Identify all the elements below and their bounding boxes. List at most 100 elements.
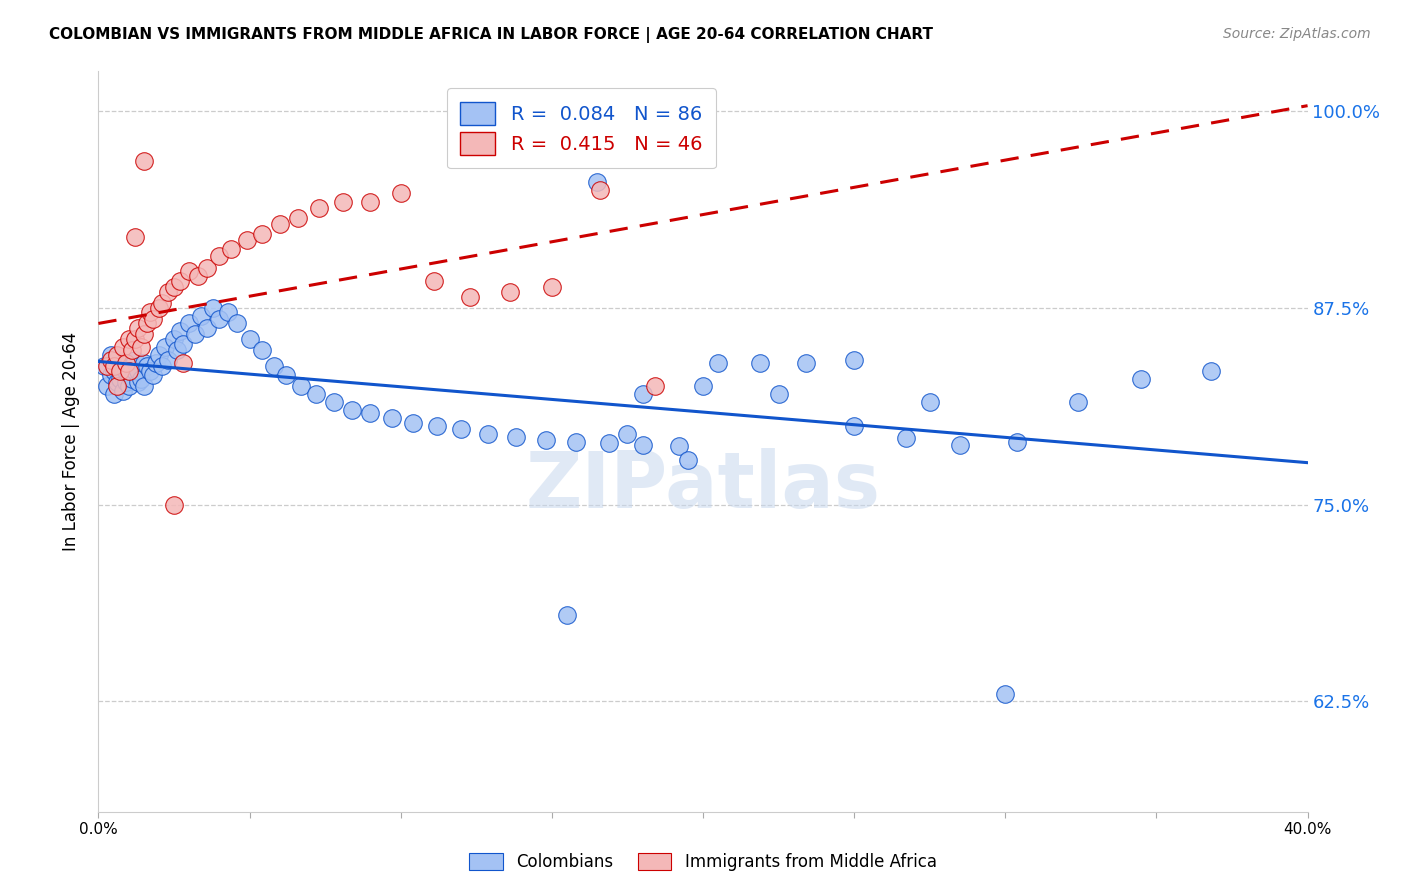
Point [118,332,141,346]
Point [124,364,146,378]
Point [153,340,176,354]
Point [1067,395,1090,409]
Point [239,332,262,346]
Point [127,375,149,389]
Point [644,379,666,393]
Point [124,352,146,367]
Point [121,359,143,373]
Point [692,379,714,393]
Legend: R =  0.084   N = 86, R =  0.415   N = 46: R = 0.084 N = 86, R = 0.415 N = 46 [447,88,716,169]
Point [163,498,186,512]
Point [423,274,446,288]
Point [342,403,364,417]
Point [402,416,425,430]
Point [118,368,141,383]
Point [477,426,499,441]
Point [540,280,562,294]
Point [172,356,194,370]
Point [114,364,136,378]
Point [505,430,527,444]
Point [163,332,186,346]
Point [100,352,122,367]
Point [1130,371,1153,385]
Point [142,368,165,383]
Point [195,261,218,276]
Point [555,607,578,622]
Point [221,243,243,257]
Point [132,356,155,370]
Point [676,453,699,467]
Point [156,352,179,367]
Point [108,364,131,378]
Point [994,687,1017,701]
Point [150,359,173,373]
Point [389,186,412,200]
Point [534,433,557,447]
Point [118,364,141,378]
Point [111,356,134,370]
Point [202,301,225,315]
Point [269,217,291,231]
Point [187,269,209,284]
Point [105,352,128,367]
Point [145,356,167,370]
Point [498,285,520,299]
Point [179,317,201,331]
Point [124,332,146,346]
Point [360,406,382,420]
Point [794,356,817,370]
Point [226,317,249,331]
Point [1199,364,1222,378]
Point [148,301,170,315]
Point [616,426,638,441]
Point [235,233,257,247]
Point [169,274,191,288]
Point [208,311,231,326]
Point [135,317,157,331]
Point [768,387,790,401]
Point [217,305,239,319]
Point [100,368,122,383]
Point [274,368,297,383]
Point [323,395,346,409]
Point [127,321,149,335]
Point [96,359,118,373]
Point [949,438,972,452]
Point [121,343,143,358]
Point [250,227,273,241]
Point [103,364,125,378]
Point [96,379,118,393]
Point [108,371,131,385]
Point [156,285,179,299]
Point [631,438,654,452]
Point [166,343,188,358]
Point [208,249,231,263]
Point [707,356,730,370]
Point [589,182,612,196]
Point [308,202,330,216]
Point [332,195,354,210]
Point [287,211,309,225]
Point [172,337,194,351]
Point [132,154,155,169]
Point [148,348,170,362]
Point [450,422,472,436]
Point [105,348,128,362]
Point [114,375,136,389]
Point [190,309,212,323]
Point [139,364,162,378]
Text: COLOMBIAN VS IMMIGRANTS FROM MIDDLE AFRICA IN LABOR FORCE | AGE 20-64 CORRELATIO: COLOMBIAN VS IMMIGRANTS FROM MIDDLE AFRI… [49,27,934,43]
Point [565,434,588,449]
Point [918,395,941,409]
Point [458,290,481,304]
Point [105,379,128,393]
Point [118,356,141,370]
Point [163,280,186,294]
Point [195,321,218,335]
Point [132,327,155,342]
Point [105,375,128,389]
Point [103,387,125,401]
Point [124,229,146,244]
Point [93,359,115,373]
Point [305,387,328,401]
